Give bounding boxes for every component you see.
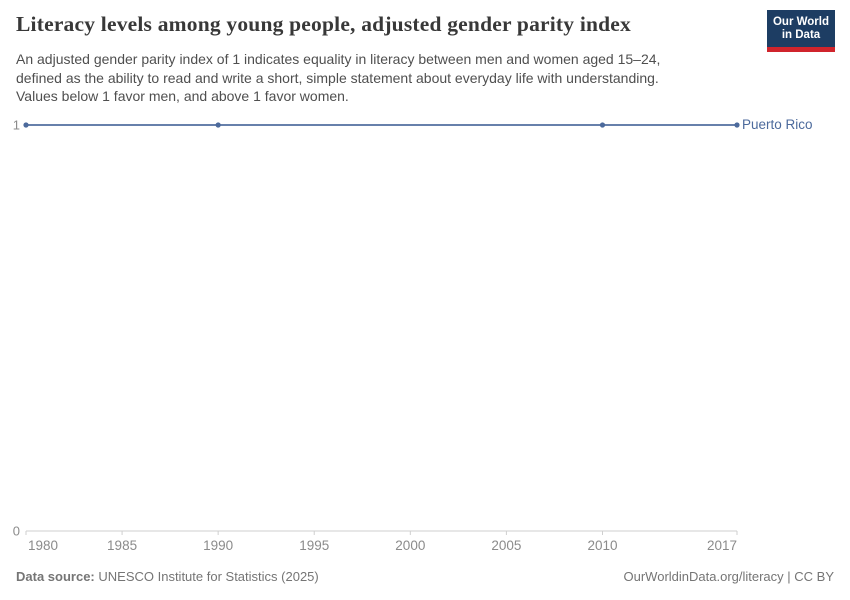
license-note[interactable]: OurWorldinData.org/literacy | CC BY	[623, 569, 834, 584]
data-point-marker	[599, 122, 606, 128]
x-axis-tick-label: 2005	[491, 538, 521, 553]
series-label-puerto-rico[interactable]: Puerto Rico	[742, 117, 813, 132]
x-axis-tick-label: 1985	[107, 538, 137, 553]
data-source-label: Data source:	[16, 569, 95, 584]
x-axis-tick-label: 2010	[587, 538, 617, 553]
owid-logo-text: Our World in Data	[767, 10, 835, 47]
chart-footer: Data source: UNESCO Institute for Statis…	[16, 569, 834, 584]
data-point-marker	[23, 122, 29, 128]
chart-subtitle: An adjusted gender parity index of 1 ind…	[16, 50, 660, 106]
data-point-marker	[215, 122, 221, 128]
subtitle-line: An adjusted gender parity index of 1 ind…	[16, 51, 661, 67]
data-source-note: Data source: UNESCO Institute for Statis…	[16, 569, 319, 584]
x-axis-tick-label: 1980	[28, 538, 58, 553]
subtitle-line: defined as the ability to read and write…	[16, 69, 659, 86]
owid-logo-accent-bar	[767, 47, 835, 52]
x-axis-tick-label: 2017	[707, 538, 737, 553]
owid-logo[interactable]: Our World in Data	[767, 10, 835, 52]
data-point-marker	[734, 122, 740, 128]
x-axis-tick-label: 1990	[203, 538, 233, 553]
chart-title: Literacy levels among young people, adju…	[16, 12, 631, 36]
owid-logo-line2: in Data	[781, 28, 821, 41]
x-axis-tick-label: 1995	[299, 538, 329, 553]
subtitle-line: Values below 1 favor men, and above 1 fa…	[16, 88, 349, 104]
y-axis-tick-label: 0	[13, 524, 20, 539]
x-axis-tick-label: 2000	[395, 538, 425, 553]
owid-logo-line1: Our World	[772, 15, 829, 28]
y-axis-tick-label: 1	[13, 118, 20, 133]
data-source-value: UNESCO Institute for Statistics (2025)	[98, 569, 319, 584]
